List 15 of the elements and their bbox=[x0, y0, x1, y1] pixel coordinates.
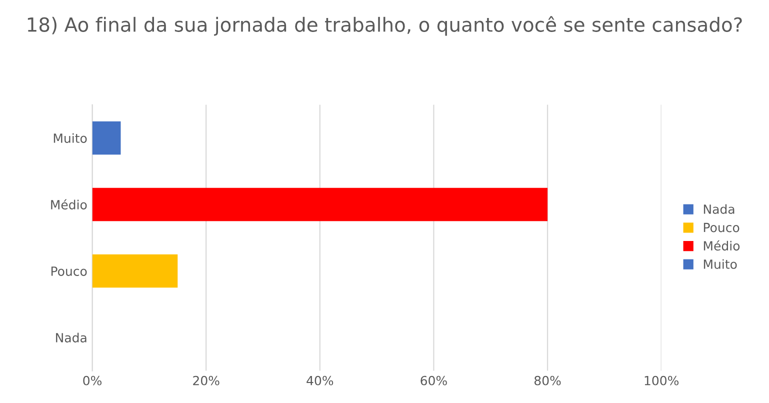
x-tick-label: 80% bbox=[534, 376, 561, 386]
chart-title: 18) Ao final da sua jornada de trabalho, o quanto você se sente cansado? bbox=[28, 16, 742, 36]
x-tick-label: 0% bbox=[83, 376, 102, 386]
x-tick-label: 100% bbox=[644, 376, 679, 386]
y-tick-label: Pouco bbox=[51, 266, 87, 276]
legend-label: Nada bbox=[704, 204, 734, 214]
legend-label: Médio bbox=[704, 240, 740, 251]
legend-label: Muito bbox=[704, 259, 737, 269]
x-tick-label: 60% bbox=[420, 376, 447, 386]
y-tick-label: Nada bbox=[56, 332, 86, 342]
x-tick-label: 20% bbox=[193, 376, 220, 386]
y-tick-label: Médio bbox=[51, 199, 87, 210]
legend-label: Pouco bbox=[704, 222, 740, 232]
y-tick-label: Muito bbox=[54, 133, 87, 143]
x-tick-label: 40% bbox=[306, 376, 334, 386]
